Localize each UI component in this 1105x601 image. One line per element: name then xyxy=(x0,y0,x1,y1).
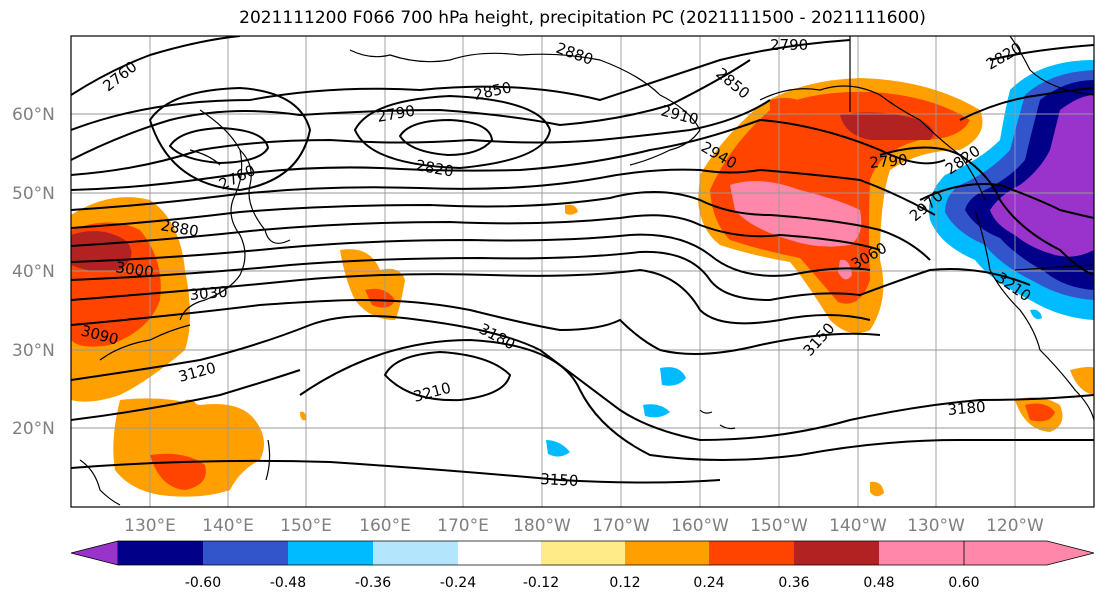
colorbar-tick: -0.12 xyxy=(523,575,559,591)
lat-label: 30°N xyxy=(12,341,55,361)
height-contours xyxy=(71,36,1094,484)
colorbar-tick: -0.36 xyxy=(355,575,391,591)
colorbar-tick: -0.60 xyxy=(185,575,221,591)
contour-label: 3150 xyxy=(540,470,579,490)
lat-label: 40°N xyxy=(12,262,55,282)
colorbar-tick: 0.12 xyxy=(609,575,640,591)
colorbar: -0.60 -0.48 -0.36 -0.24 -0.12 0.12 0.24 … xyxy=(70,540,1095,591)
lon-labels: 130°E 140°E 150°E 160°E 170°E 180°W 170°… xyxy=(124,516,1044,536)
map-frame xyxy=(70,35,1095,508)
lon-label: 160°E xyxy=(359,516,411,536)
lon-label: 170°W xyxy=(592,516,650,536)
lat-label: 20°N xyxy=(12,419,55,439)
colorbar-segment xyxy=(625,541,709,565)
precip-shading xyxy=(71,60,1094,497)
contour-label: 2790 xyxy=(869,151,909,172)
coastlines xyxy=(79,36,1094,506)
lon-label: 150°W xyxy=(750,516,808,536)
lon-label: 140°W xyxy=(829,516,887,536)
lon-label: 130°E xyxy=(124,516,176,536)
lat-labels: 60°N 50°N 40°N 30°N 20°N xyxy=(12,105,55,439)
colorbar-segment xyxy=(373,541,458,565)
contour-label: 3000 xyxy=(114,258,154,281)
colorbar-tick: 0.60 xyxy=(948,575,979,591)
lon-label: 160°W xyxy=(671,516,729,536)
colorbar-segment xyxy=(709,541,794,565)
lon-label: 120°W xyxy=(986,516,1044,536)
lon-label: 150°E xyxy=(280,516,332,536)
map-title: 2021111200 F066 700 hPa height, precipit… xyxy=(239,8,926,28)
contour-label: 2790 xyxy=(770,36,808,54)
colorbar-segment xyxy=(794,541,879,565)
lon-label: 180°W xyxy=(513,516,571,536)
contour-label: 3180 xyxy=(947,398,987,419)
lat-label: 60°N xyxy=(12,105,55,125)
colorbar-segment xyxy=(541,541,625,565)
lon-label: 170°E xyxy=(437,516,489,536)
colorbar-extend-high xyxy=(963,540,1095,566)
colorbar-segment xyxy=(458,541,541,565)
colorbar-segment xyxy=(288,541,373,565)
contour-label: 3030 xyxy=(189,283,229,304)
colorbar-segment xyxy=(879,541,964,565)
colorbar-tick: 0.24 xyxy=(693,575,724,591)
lon-label: 130°W xyxy=(907,516,965,536)
lon-label: 140°E xyxy=(202,516,254,536)
colorbar-tick: -0.24 xyxy=(440,575,476,591)
colorbar-extend-low xyxy=(70,540,119,566)
lat-label: 50°N xyxy=(12,184,55,204)
colorbar-tick: 0.36 xyxy=(778,575,809,591)
colorbar-tick: -0.48 xyxy=(270,575,306,591)
colorbar-tick: 0.48 xyxy=(863,575,894,591)
colorbar-segment xyxy=(203,541,288,565)
colorbar-segment xyxy=(118,541,203,565)
